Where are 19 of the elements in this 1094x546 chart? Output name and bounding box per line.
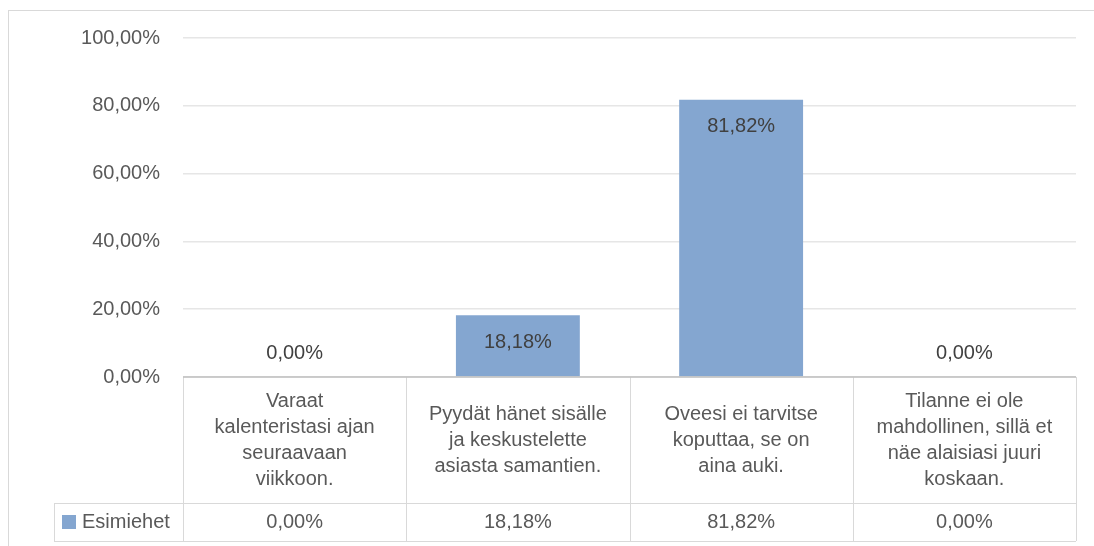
y-tick-label: 20,00% — [92, 296, 161, 319]
y-tick-label: 60,00% — [92, 161, 161, 184]
text: 0,00% — [266, 340, 323, 363]
y-tick-label: 0,00% — [103, 364, 161, 387]
y-tick-label: 100,00% — [81, 25, 161, 48]
data-label: 0,00% — [266, 509, 324, 532]
x-tick-label: Tilanne ei ole mahdollinen, sillä et näe alaisiasi juuri koskaan. — [876, 388, 1053, 489]
data-label: 0,00% — [936, 509, 993, 532]
x-tick-label: Varaat kalenteristasi ajan seuraavaan viikkoon. — [214, 388, 375, 489]
y-tick-label: 40,00% — [92, 228, 161, 251]
text: 18,18% — [483, 329, 552, 352]
x-tick-label: Pyydät hänet sisälle ja keskustelette asiasta samantien. — [428, 401, 607, 476]
legend-label: Esimiehet — [82, 509, 171, 532]
x-tick-label: Oveesi ei tarvitse koputtaa, se on aina auki. — [664, 401, 818, 476]
data-label: 18,18% — [483, 509, 552, 532]
text: 0,00% — [936, 340, 993, 363]
data-label: 81,82% — [707, 509, 776, 532]
text: 81,82% — [707, 114, 776, 137]
y-tick-label: 80,00% — [92, 93, 161, 116]
